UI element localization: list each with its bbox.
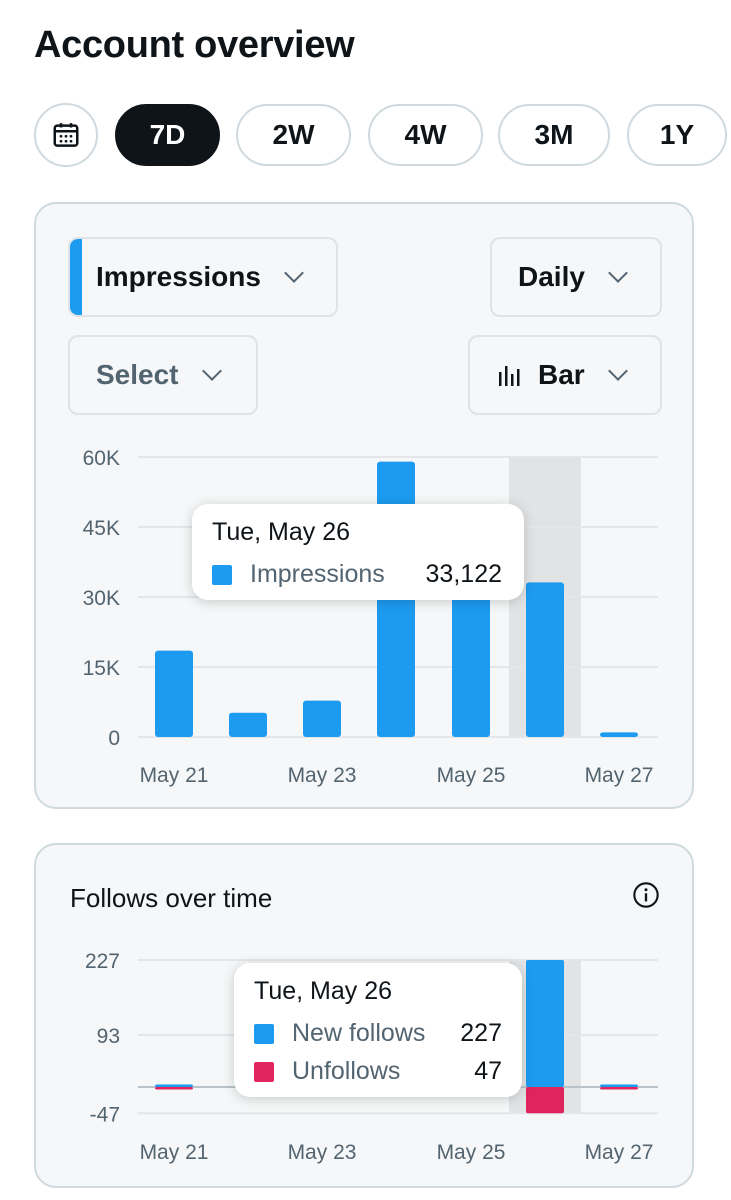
interval-dropdown-label: Daily [518, 261, 585, 292]
tooltip-row-impressions: Impressions [212, 560, 385, 589]
chevron-down-icon [607, 361, 628, 381]
calendar-button[interactable] [34, 103, 98, 167]
tooltip-value: 47 [474, 1057, 502, 1085]
legend-swatch-unfollows [254, 1061, 274, 1082]
chevron-down-icon [284, 263, 304, 283]
tab-1y[interactable]: 1Y [627, 104, 727, 166]
chart-type-dropdown-label: Bar [538, 359, 585, 390]
chart-type-dropdown[interactable]: Bar [468, 335, 662, 415]
follows-card-title: Follows over time [70, 883, 273, 913]
compare-dropdown-label: Select [96, 359, 179, 390]
metric-dropdown-label: Impressions [96, 261, 261, 292]
tooltip-row-unfollows: Unfollows [254, 1057, 400, 1086]
impressions-tooltip: Tue, May 26 Impressions 33,122 [192, 504, 524, 600]
info-icon [633, 882, 659, 908]
interval-dropdown[interactable]: Daily [490, 237, 662, 317]
tooltip-value: 33,122 [425, 560, 502, 588]
tooltip-label: Impressions [250, 560, 385, 588]
tooltip-label: Unfollows [292, 1057, 401, 1085]
legend-swatch-impressions [212, 564, 232, 585]
tab-3m[interactable]: 3M [498, 104, 610, 166]
tab-4w[interactable]: 4W [368, 104, 483, 166]
compare-dropdown[interactable]: Select [68, 335, 258, 415]
info-button[interactable] [632, 881, 660, 909]
chevron-down-icon [201, 361, 222, 381]
metric-color-accent [70, 239, 82, 315]
tab-7d[interactable]: 7D [115, 104, 220, 166]
follows-tooltip: Tue, May 26 New follows 227 Unfollows 47 [234, 963, 522, 1097]
tab-2w[interactable]: 2W [236, 104, 351, 166]
bar-chart-icon [499, 366, 520, 386]
legend-swatch-new-follows [254, 1023, 274, 1044]
chevron-down-icon [608, 263, 628, 283]
tooltip-value: 227 [460, 1019, 502, 1047]
tooltip-label: New follows [292, 1019, 426, 1047]
page-title: Account overview [34, 24, 355, 66]
tooltip-date: Tue, May 26 [212, 518, 351, 546]
calendar-icon [53, 123, 79, 147]
tooltip-date: Tue, May 26 [254, 977, 393, 1005]
metric-dropdown[interactable]: Impressions [68, 237, 338, 317]
tooltip-row-new-follows: New follows [254, 1019, 425, 1048]
